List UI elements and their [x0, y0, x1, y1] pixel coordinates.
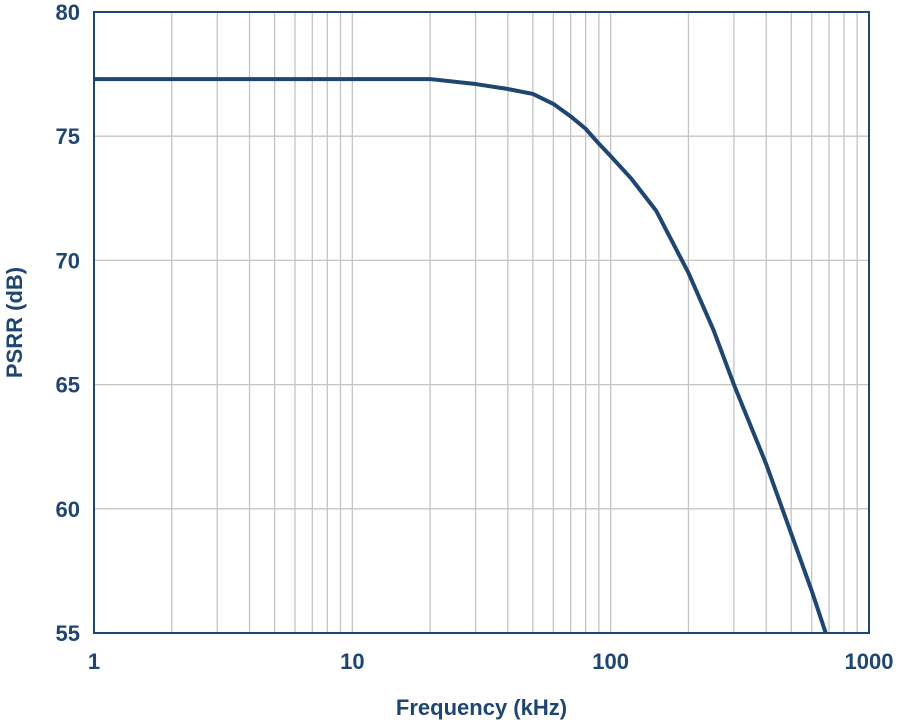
series-layer	[94, 77, 828, 634]
x-axis-title: Frequency (kHz)	[396, 695, 567, 720]
y-tick-labels: 55 60 65 70 75 80	[56, 0, 80, 646]
x-tick-label: 1	[88, 649, 100, 674]
x-tick-labels: 1 10 100 1000	[88, 649, 894, 674]
x-tick-label: 1000	[845, 649, 894, 674]
y-tick-label: 75	[56, 124, 80, 149]
x-tick-label: 10	[340, 649, 364, 674]
psrr-series-line	[94, 77, 828, 634]
grid	[94, 12, 869, 633]
y-tick-label: 60	[56, 497, 80, 522]
y-tick-label: 70	[56, 248, 80, 273]
plot-frame	[93, 11, 870, 634]
x-tick-label: 100	[592, 649, 629, 674]
y-axis-title: PSRR (dB)	[2, 267, 27, 378]
y-tick-label: 55	[56, 621, 80, 646]
y-tick-label: 65	[56, 373, 80, 398]
y-tick-label: 80	[56, 0, 80, 25]
